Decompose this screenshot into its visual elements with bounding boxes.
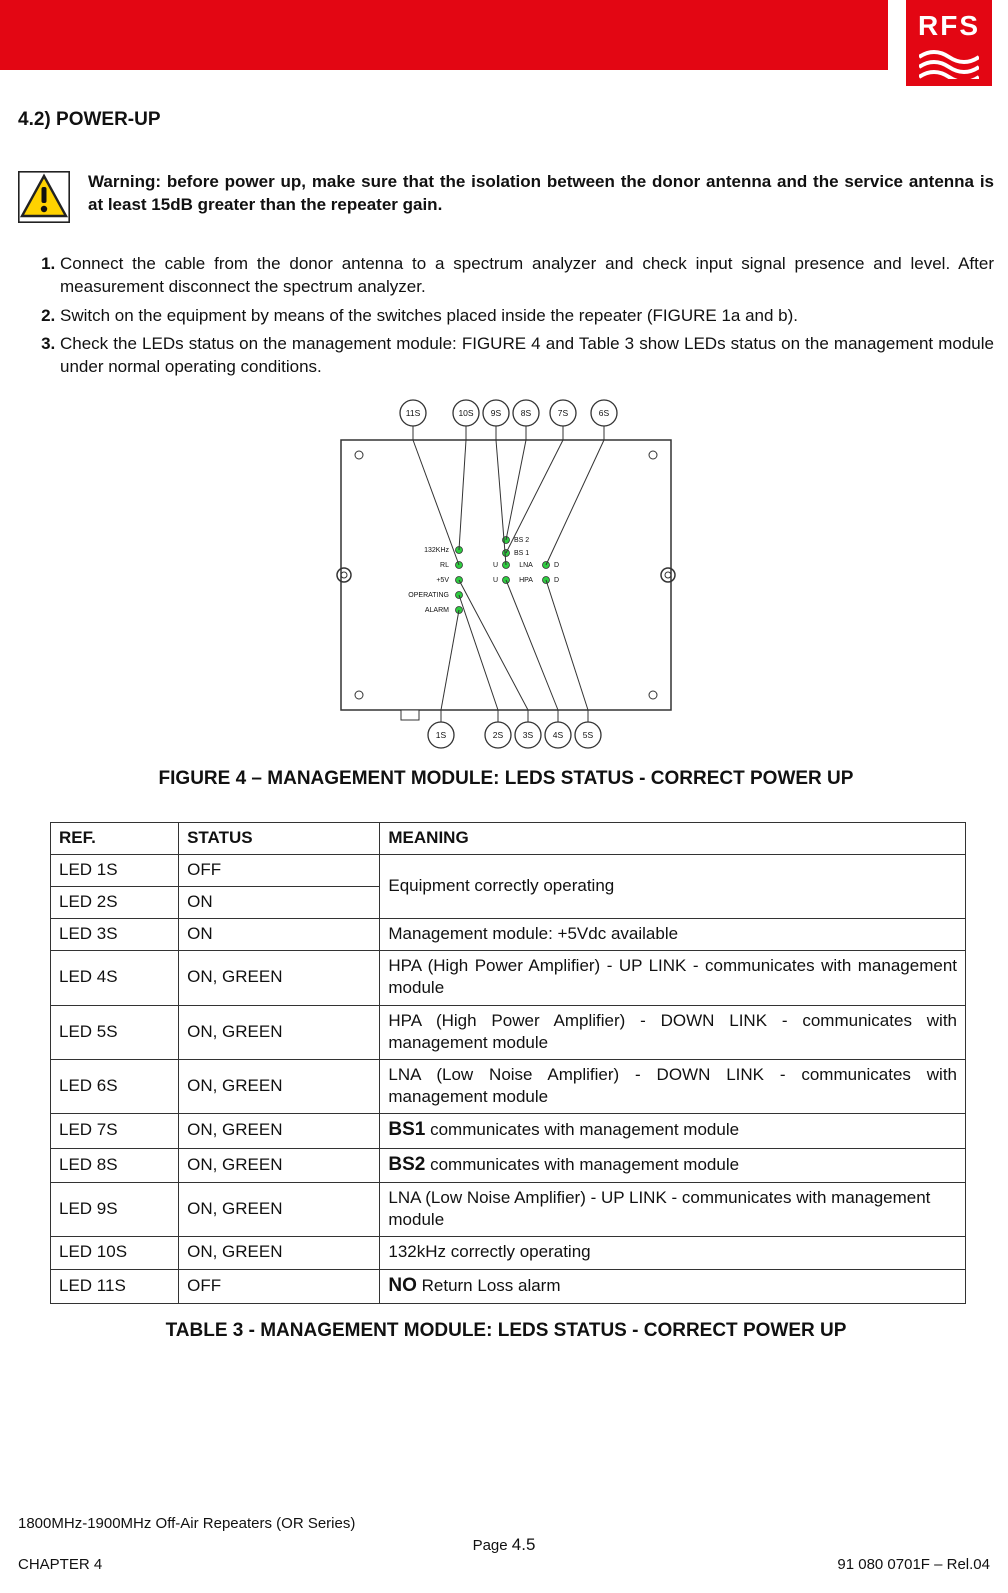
- cell-ref: LED 8S: [51, 1148, 179, 1183]
- cell-meaning: LNA (Low Noise Amplifier) - DOWN LINK - …: [380, 1059, 966, 1113]
- cell-ref: LED 6S: [51, 1059, 179, 1113]
- cell-meaning: NO Return Loss alarm: [380, 1269, 966, 1304]
- figure-caption: FIGURE 4 – MANAGEMENT MODULE: LEDS STATU…: [18, 766, 994, 792]
- svg-text:1S: 1S: [436, 730, 447, 740]
- cell-ref: LED 2S: [51, 887, 179, 919]
- cell-ref: LED 11S: [51, 1269, 179, 1304]
- svg-text:D: D: [554, 577, 559, 584]
- svg-text:2S: 2S: [493, 730, 504, 740]
- table-row: LED 5SON, GREENHPA (High Power Amplifier…: [51, 1005, 966, 1059]
- cell-meaning: HPA (High Power Amplifier) - DOWN LINK -…: [380, 1005, 966, 1059]
- table-header: STATUS: [179, 822, 380, 854]
- footer-right: 91 080 0701F – Rel.04: [837, 1555, 990, 1575]
- warning-block: Warning: before power up, make sure that…: [18, 171, 994, 223]
- cell-meaning: Equipment correctly operating: [380, 855, 966, 919]
- cell-status: ON: [179, 887, 380, 919]
- table-row: LED 3SONManagement module: +5Vdc availab…: [51, 919, 966, 951]
- steps-list: Connect the cable from the donor antenna…: [18, 253, 994, 380]
- figure-4-diagram: 132KHz RL +5V OPERATING ALARM BS 2 BS 1 U LNA D U H…: [18, 395, 994, 750]
- table-row: LED 7SON, GREENBS1 communicates with man…: [51, 1113, 966, 1148]
- svg-text:3S: 3S: [523, 730, 534, 740]
- step-item: Check the LEDs status on the management …: [60, 333, 994, 379]
- section-heading: 4.2) POWER-UP: [18, 107, 994, 133]
- svg-text:ALARM: ALARM: [425, 607, 449, 614]
- cell-status: OFF: [179, 1269, 380, 1304]
- cell-ref: LED 9S: [51, 1183, 179, 1237]
- svg-text:D: D: [554, 562, 559, 569]
- cell-meaning: 132kHz correctly operating: [380, 1237, 966, 1269]
- page-footer: 1800MHz-1900MHz Off-Air Repeaters (OR Se…: [18, 1494, 990, 1575]
- cell-meaning: LNA (Low Noise Amplifier) - UP LINK - co…: [380, 1183, 966, 1237]
- cell-meaning: BS2 communicates with management module: [380, 1148, 966, 1183]
- table-row: LED 4SON, GREENHPA (High Power Amplifier…: [51, 951, 966, 1005]
- svg-text:7S: 7S: [558, 408, 569, 418]
- svg-text:6S: 6S: [599, 408, 610, 418]
- svg-text:HPA: HPA: [519, 577, 533, 584]
- cell-ref: LED 1S: [51, 855, 179, 887]
- cell-meaning: BS1 communicates with management module: [380, 1113, 966, 1148]
- rfs-logo-text: RFS: [918, 7, 980, 45]
- cell-ref: LED 5S: [51, 1005, 179, 1059]
- svg-text:OPERATING: OPERATING: [408, 592, 449, 599]
- table-row: LED 1SOFFEquipment correctly operating: [51, 855, 966, 887]
- table-row: LED 10SON, GREEN132kHz correctly operati…: [51, 1237, 966, 1269]
- cell-status: ON, GREEN: [179, 1005, 380, 1059]
- table-row: LED 9SON, GREENLNA (Low Noise Amplifier)…: [51, 1183, 966, 1237]
- cell-ref: LED 4S: [51, 951, 179, 1005]
- cell-status: ON, GREEN: [179, 1237, 380, 1269]
- svg-text:5S: 5S: [583, 730, 594, 740]
- cell-status: OFF: [179, 855, 380, 887]
- page-content: 4.2) POWER-UP Warning: before power up, …: [0, 107, 1008, 1344]
- header-red-bar: [0, 0, 888, 70]
- svg-text:RL: RL: [440, 562, 449, 569]
- cell-ref: LED 7S: [51, 1113, 179, 1148]
- rfs-logo-waves-icon: [919, 49, 979, 79]
- page-header: RFS: [0, 0, 1008, 95]
- svg-text:U: U: [493, 577, 498, 584]
- table-row: LED 6SON, GREENLNA (Low Noise Amplifier)…: [51, 1059, 966, 1113]
- cell-status: ON, GREEN: [179, 1113, 380, 1148]
- cell-status: ON, GREEN: [179, 1183, 380, 1237]
- cell-meaning: HPA (High Power Amplifier) - UP LINK - c…: [380, 951, 966, 1005]
- step-item: Connect the cable from the donor antenna…: [60, 253, 994, 299]
- rfs-logo: RFS: [906, 0, 992, 86]
- svg-text:BS 1: BS 1: [514, 550, 529, 557]
- table-row: LED 8SON, GREENBS2 communicates with man…: [51, 1148, 966, 1183]
- footer-page: Page 4.5: [473, 1534, 536, 1557]
- table-caption: TABLE 3 - MANAGEMENT MODULE: LEDS STATUS…: [18, 1318, 994, 1344]
- svg-text:BS 2: BS 2: [514, 537, 529, 544]
- led-status-table: REF.STATUSMEANINGLED 1SOFFEquipment corr…: [50, 822, 966, 1304]
- cell-status: ON, GREEN: [179, 951, 380, 1005]
- svg-text:4S: 4S: [553, 730, 564, 740]
- warning-text: Warning: before power up, make sure that…: [88, 171, 994, 217]
- svg-text:132KHz: 132KHz: [424, 547, 449, 554]
- footer-left: 1800MHz-1900MHz Off-Air Repeaters (OR Se…: [18, 1494, 355, 1575]
- svg-text:LNA: LNA: [519, 562, 533, 569]
- table-header: REF.: [51, 822, 179, 854]
- svg-text:+5V: +5V: [436, 577, 449, 584]
- warning-icon: [18, 171, 70, 223]
- cell-status: ON, GREEN: [179, 1059, 380, 1113]
- cell-meaning: Management module: +5Vdc available: [380, 919, 966, 951]
- svg-text:11S: 11S: [406, 408, 421, 418]
- svg-text:U: U: [493, 562, 498, 569]
- svg-text:8S: 8S: [521, 408, 532, 418]
- cell-status: ON: [179, 919, 380, 951]
- cell-ref: LED 3S: [51, 919, 179, 951]
- table-header: MEANING: [380, 822, 966, 854]
- svg-text:9S: 9S: [491, 408, 502, 418]
- step-item: Switch on the equipment by means of the …: [60, 305, 994, 328]
- cell-status: ON, GREEN: [179, 1148, 380, 1183]
- svg-text:10S: 10S: [458, 408, 473, 418]
- cell-ref: LED 10S: [51, 1237, 179, 1269]
- table-row: LED 11SOFFNO Return Loss alarm: [51, 1269, 966, 1304]
